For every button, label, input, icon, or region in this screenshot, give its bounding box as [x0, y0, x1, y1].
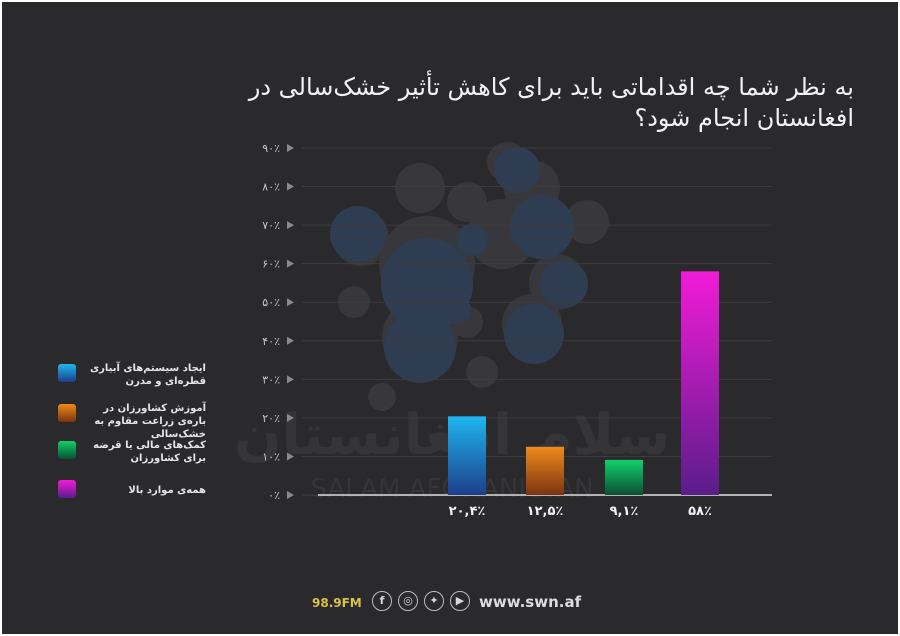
legend-swatch-green: [58, 441, 76, 459]
bar-value-label: ۵۸٪: [688, 504, 712, 519]
legend-swatch-orange: [58, 404, 76, 422]
bar-4: [681, 271, 719, 495]
youtube-icon[interactable]: ▶: [450, 591, 470, 611]
y-tick-label: ۵۰٪: [262, 296, 280, 309]
legend-label: همه‌ی موارد بالا: [128, 485, 206, 496]
radio-frequency: 98.9FM: [312, 596, 362, 610]
y-tick-label: ۹۰٪: [262, 142, 280, 155]
legend-label: کمک‌های مالی یا قرضه برای کشاورزان: [93, 440, 206, 464]
chart-title: به نظر شما چه اقداماتی باید برای کاهش تأ…: [248, 73, 854, 132]
y-tick-marker: [287, 375, 294, 384]
y-tick-marker: [287, 298, 294, 307]
y-tick-marker: [287, 413, 294, 422]
website-link[interactable]: www.swn.af: [479, 593, 582, 611]
legend-label: ایجاد سیستم‌های آبیاری قطره‌ای و مدرن: [89, 363, 206, 387]
footer: 98.9FM f ◎ ✦ ▶ www.swn.af: [2, 590, 898, 616]
instagram-icon[interactable]: ◎: [398, 591, 418, 611]
y-tick-marker: [287, 336, 294, 345]
y-tick-label: ۷۰٪: [262, 219, 280, 232]
y-tick-label: ۲۰٪: [262, 412, 280, 425]
bar-value-label: ۹,۱٪: [610, 504, 639, 519]
y-tick-label: ۳۰٪: [262, 373, 280, 386]
bar-1: [448, 416, 486, 495]
y-tick-marker: [287, 491, 294, 499]
y-tick-label: ۸۰٪: [262, 181, 280, 194]
legend-swatch-blue: [58, 364, 76, 382]
twitter-icon[interactable]: ✦: [424, 591, 444, 611]
y-tick-label: ۶۰٪: [262, 258, 280, 271]
bar-2: [526, 446, 564, 495]
y-tick-label: ۰٪: [268, 489, 280, 502]
bar-3: [605, 459, 643, 495]
y-tick-marker: [287, 452, 294, 461]
legend-swatch-magenta: [58, 480, 76, 498]
y-tick-marker: [287, 221, 294, 230]
y-tick-marker: [287, 259, 294, 268]
bar-value-label: ۱۲,۵٪: [527, 504, 564, 519]
y-tick-label: ۱۰٪: [262, 450, 280, 463]
y-tick-label: ۴۰٪: [262, 335, 280, 348]
bar-value-label: ۲۰,۴٪: [449, 504, 486, 519]
facebook-icon[interactable]: f: [372, 591, 392, 611]
y-tick-marker: [287, 182, 294, 191]
y-tick-marker: [287, 144, 294, 152]
legend-label: آموزش کشاورزان در باره‌ی زراعت مقاوم به …: [94, 403, 206, 440]
